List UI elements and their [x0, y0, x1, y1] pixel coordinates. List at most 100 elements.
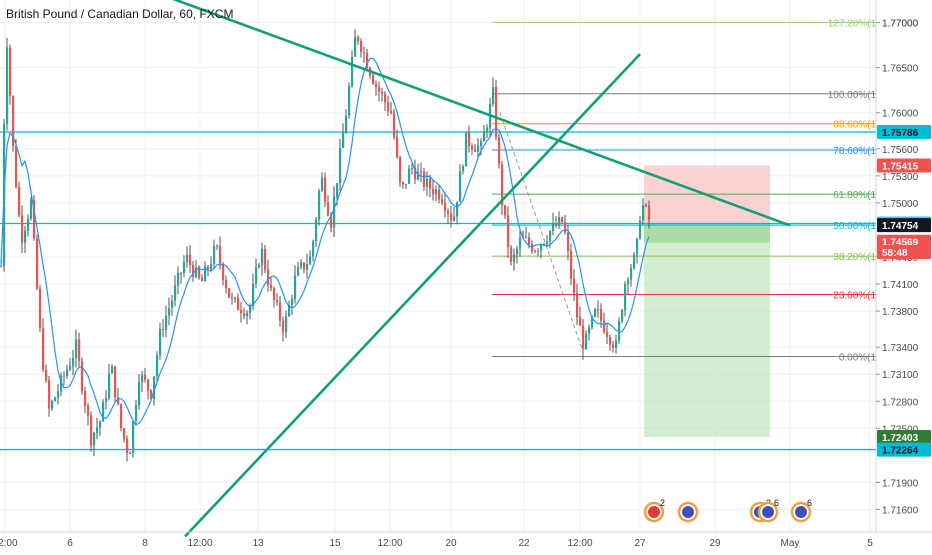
price-label-text: 1.75786 [882, 128, 919, 139]
candle-body [240, 310, 243, 314]
candle-body [195, 267, 198, 277]
candle-body [450, 213, 453, 221]
candle-body [258, 265, 261, 268]
candle-body [99, 421, 102, 428]
fib-level-label: 38.20%(1.74409) [833, 252, 910, 263]
candle-body [546, 241, 549, 244]
candle-body [609, 336, 612, 345]
candle-body [531, 244, 534, 252]
candle-body [39, 288, 42, 329]
candle-body [105, 397, 108, 403]
price-label-badge [877, 125, 931, 140]
candle-body [429, 178, 432, 189]
candle-body [612, 344, 615, 348]
candle-body [15, 146, 18, 187]
candle-body [294, 275, 297, 299]
candle-body [516, 248, 519, 255]
price-tick-label: 1.73800 [882, 307, 919, 318]
price-label-text: 1.77000 [882, 19, 919, 30]
candle-body [579, 317, 582, 326]
candle-body [558, 217, 561, 227]
candle-body [471, 146, 474, 150]
candle-body [72, 358, 75, 366]
candle-body [63, 375, 66, 377]
candle-body [564, 221, 567, 233]
candle-body [600, 309, 603, 321]
candle-body [390, 111, 393, 114]
candle-body [552, 222, 555, 231]
candle-body [555, 222, 558, 227]
candle-body [468, 131, 471, 147]
candle-body [345, 115, 348, 134]
candle-body [576, 293, 579, 318]
candle-body [273, 288, 276, 300]
event-count-badge: 6 [807, 498, 812, 508]
candle-body [129, 452, 132, 454]
price-label-text: 1.75415 [882, 161, 919, 172]
price-label-badge [877, 218, 931, 233]
candle-body [414, 168, 417, 180]
candle-body [138, 382, 141, 405]
candle-body [636, 238, 639, 255]
take-profit-zone [644, 223, 770, 438]
candle-body [252, 283, 255, 306]
candle-body [618, 321, 621, 341]
candle-body [621, 309, 624, 322]
candle-body [255, 267, 258, 284]
candle-body [270, 285, 273, 289]
candle-body [225, 279, 228, 289]
candle-body [477, 145, 480, 152]
trend-lines [172, 0, 791, 538]
candle-body [36, 238, 39, 289]
candle-body [588, 327, 591, 334]
candle-body [297, 266, 300, 276]
price-tick-label: 1.73100 [882, 370, 919, 381]
candle-body [594, 309, 597, 317]
candle-body [282, 320, 285, 333]
candle-body [540, 244, 543, 251]
candle-body [645, 205, 648, 207]
candle-body [222, 263, 225, 280]
candle-body [387, 102, 390, 112]
candle-body [51, 401, 54, 409]
candle-body [378, 87, 381, 92]
time-tick-label: 22 [518, 538, 530, 549]
fib-level-label: 127.20%(1.77002) [828, 18, 910, 29]
candle-body [582, 325, 585, 350]
candle-body [0, 266, 3, 267]
price-label-text: 1.74569 [882, 238, 919, 249]
candle-body [507, 215, 510, 248]
event-count-badge: 2 [660, 498, 665, 508]
candle-body [357, 36, 360, 42]
candle-body [492, 87, 495, 105]
candle-body [81, 361, 84, 391]
candle-body [330, 215, 333, 228]
candle-body [402, 182, 405, 185]
candle-body [633, 254, 636, 269]
candle-body [342, 133, 345, 148]
candle-body [420, 171, 423, 173]
candle-body [549, 230, 552, 242]
candle-body [276, 299, 279, 303]
candle-body [291, 298, 294, 305]
candle-body [366, 52, 369, 68]
time-tick-label: 12:00 [187, 538, 212, 549]
trend-line [172, 0, 791, 227]
candle-body [453, 216, 456, 221]
fib-level-label: 50.00%(1.74753) [833, 221, 910, 232]
candle-body [333, 196, 336, 228]
candle-body [498, 137, 501, 165]
candle-body [207, 266, 210, 270]
candle-body [237, 297, 240, 311]
candle-body [327, 201, 330, 216]
candle-body [96, 427, 99, 433]
candle-body [162, 328, 165, 330]
candle-body [372, 75, 375, 84]
candle-body [360, 41, 363, 53]
candle-body [123, 428, 126, 439]
price-tick-label: 1.76000 [882, 109, 919, 120]
price-tick-label: 1.72800 [882, 397, 919, 408]
candle-body [411, 168, 414, 170]
fib-trend-line [499, 112, 584, 352]
